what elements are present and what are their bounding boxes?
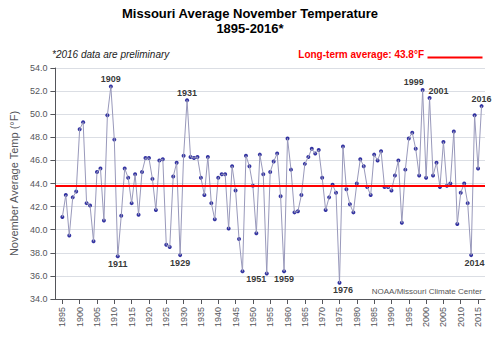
svg-text:52.0: 52.0: [30, 86, 48, 96]
svg-text:1980: 1980: [352, 307, 362, 327]
svg-text:1925: 1925: [161, 307, 171, 327]
svg-text:NOAA/Missouri Climate Center: NOAA/Missouri Climate Center: [372, 287, 483, 296]
svg-text:1950: 1950: [248, 307, 258, 327]
svg-text:November Average Temp (°F): November Average Temp (°F): [8, 111, 20, 256]
svg-text:1990: 1990: [386, 307, 396, 327]
svg-text:1930: 1930: [179, 307, 189, 327]
svg-text:1931: 1931: [177, 88, 197, 98]
svg-text:1920: 1920: [144, 307, 154, 327]
svg-text:48.0: 48.0: [30, 132, 48, 142]
svg-text:2010: 2010: [456, 307, 466, 327]
svg-text:1995: 1995: [404, 307, 414, 327]
svg-text:2005: 2005: [438, 307, 448, 327]
svg-text:2001: 2001: [429, 86, 449, 96]
svg-text:1970: 1970: [317, 307, 327, 327]
svg-text:*2016 data are preliminary: *2016 data are preliminary: [52, 49, 170, 60]
svg-text:38.0: 38.0: [30, 248, 48, 258]
svg-text:34.0: 34.0: [30, 294, 48, 304]
svg-text:2014: 2014: [465, 258, 485, 268]
svg-text:50.0: 50.0: [30, 109, 48, 119]
svg-text:2015: 2015: [473, 307, 483, 327]
svg-text:1975: 1975: [334, 307, 344, 327]
svg-text:1935: 1935: [196, 307, 206, 327]
svg-text:Missouri Average November Temp: Missouri Average November Temperature: [122, 6, 378, 21]
svg-text:2016: 2016: [472, 94, 492, 104]
svg-text:1965: 1965: [300, 307, 310, 327]
svg-text:40.0: 40.0: [30, 225, 48, 235]
svg-text:1940: 1940: [213, 307, 223, 327]
svg-text:1929: 1929: [170, 258, 190, 268]
svg-text:1910: 1910: [109, 307, 119, 327]
svg-text:1976: 1976: [333, 285, 353, 295]
svg-text:1955: 1955: [265, 307, 275, 327]
svg-text:1915: 1915: [127, 307, 137, 327]
svg-text:1959: 1959: [274, 274, 294, 284]
svg-text:Long-term average: 43.8°F: Long-term average: 43.8°F: [298, 49, 424, 60]
svg-text:2000: 2000: [421, 307, 431, 327]
svg-text:1951: 1951: [246, 274, 266, 284]
svg-text:1900: 1900: [75, 307, 85, 327]
svg-text:46.0: 46.0: [30, 155, 48, 165]
svg-text:42.0: 42.0: [30, 202, 48, 212]
svg-text:1895-2016*: 1895-2016*: [216, 21, 284, 36]
svg-text:36.0: 36.0: [30, 271, 48, 281]
svg-text:1999: 1999: [404, 77, 424, 87]
svg-text:1895: 1895: [57, 307, 67, 327]
svg-text:44.0: 44.0: [30, 179, 48, 189]
svg-text:1945: 1945: [231, 307, 241, 327]
svg-text:54.0: 54.0: [30, 63, 48, 73]
svg-text:1985: 1985: [369, 307, 379, 327]
svg-text:1909: 1909: [101, 74, 121, 84]
svg-text:1905: 1905: [92, 307, 102, 327]
svg-text:1911: 1911: [108, 259, 128, 269]
svg-text:1960: 1960: [283, 307, 293, 327]
